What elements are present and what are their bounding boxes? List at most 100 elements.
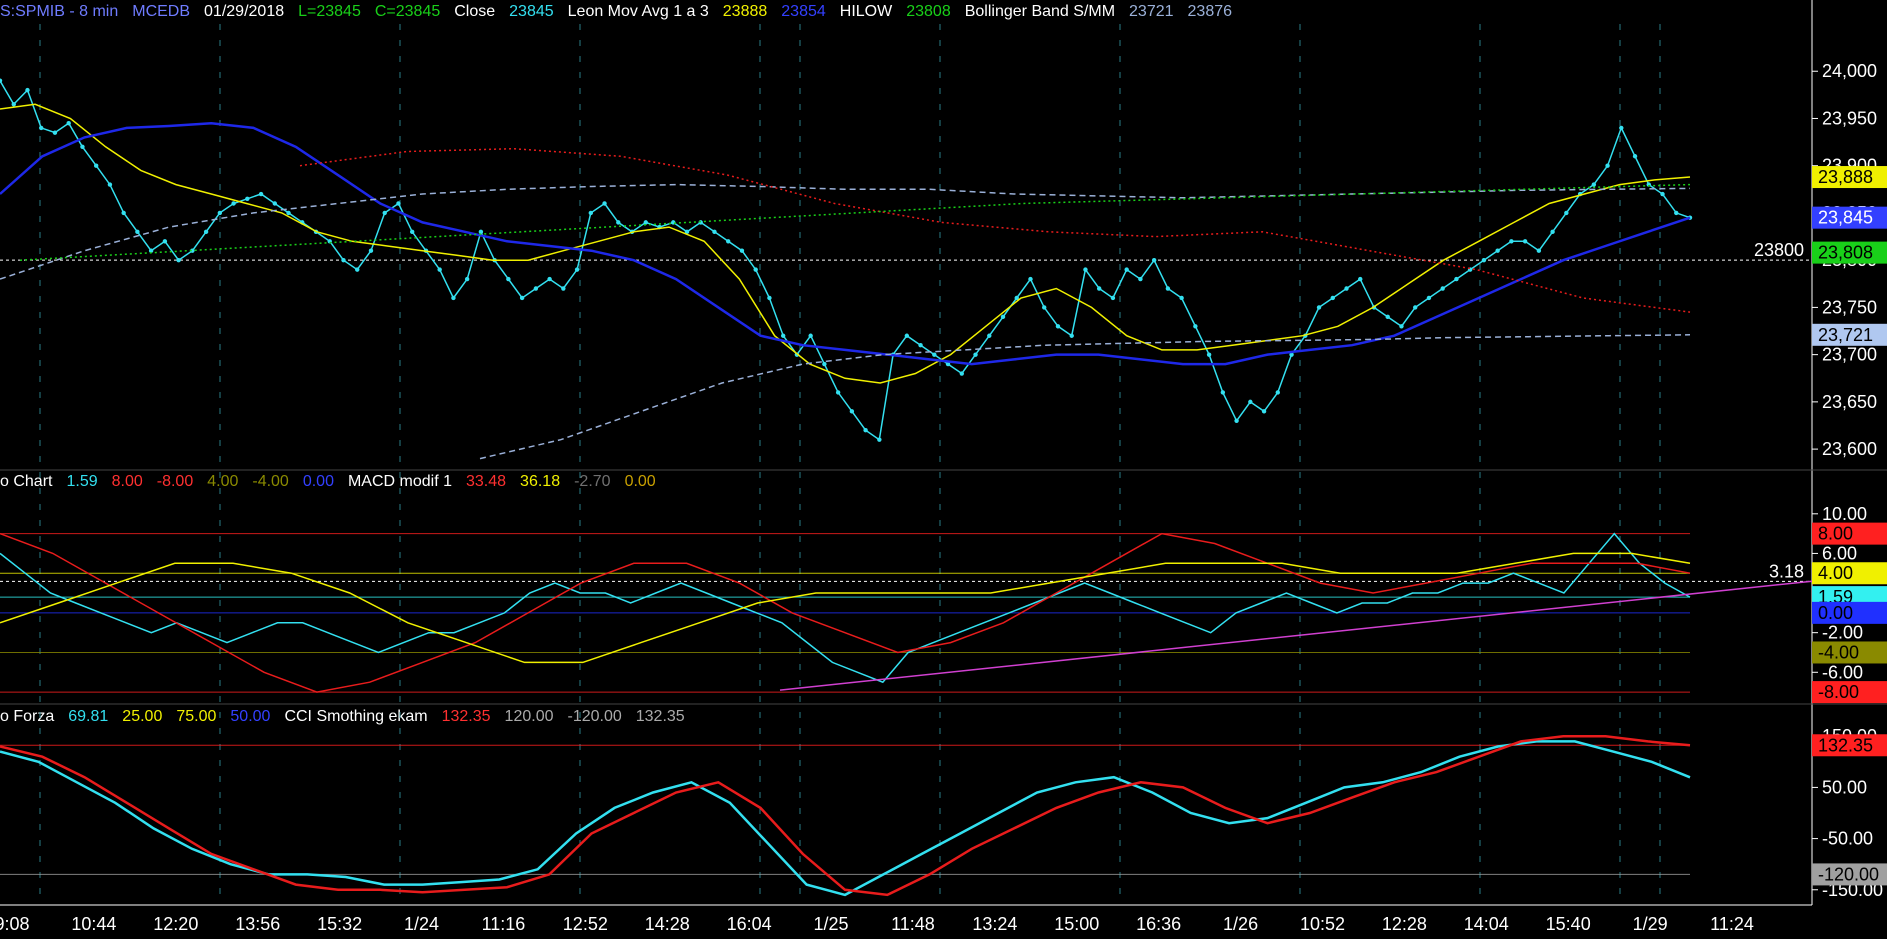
close-point: [973, 352, 978, 357]
close-point: [1124, 267, 1129, 272]
close-point: [767, 295, 772, 301]
close-point: [506, 276, 511, 282]
price-legend-item: L=23845: [298, 3, 361, 20]
price-legend-item: 01/29/2018: [204, 3, 285, 20]
close-point: [1564, 210, 1569, 216]
close-point: [80, 144, 85, 150]
series-hilow-green: [19, 183, 1691, 261]
close-point: [382, 210, 387, 216]
close-point: [1660, 191, 1665, 197]
close-point: [1206, 352, 1212, 357]
close-point: [148, 248, 154, 253]
value-badge-label: 8.00: [1818, 524, 1853, 544]
x-tick-label: 1/24: [404, 914, 439, 934]
close-point: [1344, 286, 1349, 291]
x-tick-label: 16:04: [727, 914, 772, 934]
close-point: [1632, 154, 1638, 159]
close-point: [52, 130, 58, 135]
close-point: [1330, 295, 1335, 301]
close-point: [0, 78, 3, 83]
close-point: [478, 229, 484, 235]
close-point: [176, 257, 181, 263]
value-badge-label: 132.35: [1818, 735, 1873, 755]
cci-legend-item: 132.35: [441, 708, 491, 725]
close-point: [519, 295, 525, 301]
close-point: [602, 201, 607, 206]
cci-legend-item: 120.00: [504, 708, 554, 725]
cci-legend-item: o Forza: [0, 708, 55, 725]
cci-pane-header: o Forza 69.81 25.00 75.00 50.00 CCI Smothing …: [0, 706, 699, 728]
close-point: [932, 352, 937, 357]
value-badge: [1812, 601, 1887, 624]
value-badge-label: -4.00: [1818, 642, 1859, 662]
close-point: [822, 361, 827, 367]
price-legend-item: 23845: [509, 3, 554, 20]
macd-legend-item: -4.00: [252, 473, 289, 490]
close-point: [1096, 286, 1102, 291]
series-signal-yellow: [0, 552, 1691, 664]
close-point: [437, 267, 442, 272]
y-tick-label: 23,600: [1822, 439, 1877, 459]
close-point: [1275, 390, 1281, 395]
close-point: [203, 229, 209, 235]
price-pane-header: S:SPMIB - 8 min MCEDB 01/29/2018 L=23845 C=2…: [0, 1, 1246, 23]
macd-legend-item: 1.59: [66, 473, 98, 490]
close-point: [368, 248, 374, 253]
close-point: [1220, 390, 1226, 395]
series-macd-red: [0, 532, 1691, 693]
y-tick-label: -6.00: [1822, 662, 1863, 682]
cci-legend-item: 69.81: [68, 708, 109, 725]
close-point: [1495, 248, 1500, 253]
series-ma-blue: [0, 121, 1691, 366]
close-point: [1522, 239, 1528, 244]
y-tick-label: 23,650: [1822, 392, 1877, 412]
close-point: [355, 267, 360, 272]
x-tick-label: 11:16: [482, 914, 526, 934]
price-legend-item: C=23845: [374, 3, 441, 20]
close-point: [561, 286, 566, 291]
price-legend-item: Leon Mov Avg 1 a 3: [567, 3, 709, 20]
price-legend-item: Bollinger Band S/MM: [964, 3, 1116, 20]
y-tick-label: 23,950: [1822, 108, 1877, 128]
cci-legend-item: -120.00: [567, 708, 622, 725]
x-tick-label: 15:32: [317, 914, 362, 934]
x-tick-label: 1/29: [1633, 914, 1668, 934]
close-point: [1358, 276, 1363, 282]
close-point: [1234, 418, 1239, 423]
close-point: [1591, 182, 1597, 187]
x-tick-label: 14:28: [645, 914, 690, 934]
close-point: [1165, 286, 1171, 291]
x-tick-label: 12:20: [153, 914, 198, 934]
series-bollinger-upper: [0, 183, 1691, 280]
close-point: [1289, 352, 1294, 357]
close-point: [286, 210, 291, 216]
x-tick-label: 1/25: [814, 914, 849, 934]
close-point: [780, 333, 786, 338]
close-point: [1193, 324, 1198, 329]
close-point: [1179, 295, 1184, 301]
x-tick-label: 11:24: [1710, 914, 1754, 934]
close-point: [162, 239, 168, 244]
value-badge: [1812, 562, 1887, 585]
price-legend-item: MCEDB: [132, 3, 191, 20]
close-point: [1055, 324, 1061, 329]
close-point: [1083, 267, 1088, 272]
cci-legend-item: CCI Smothing ekam: [284, 708, 428, 725]
close-point: [1028, 276, 1033, 282]
close-point: [245, 196, 250, 201]
macd-legend-item: 36.18: [520, 473, 561, 490]
close-point: [616, 220, 621, 225]
close-point: [671, 220, 676, 225]
close-point: [1481, 257, 1487, 263]
series-bollinger-lower: [479, 334, 1691, 460]
x-tick-label: 9:08: [0, 914, 30, 934]
close-point: [808, 333, 813, 338]
series-close: [0, 80, 1691, 441]
close-point: [1069, 333, 1074, 338]
price-legend-item: 23854: [781, 3, 826, 20]
reference-line-label: 3.18: [1769, 561, 1804, 581]
series-trend-magenta: [779, 580, 1813, 691]
close-point: [547, 276, 552, 282]
value-badge-label: 23,721: [1818, 325, 1873, 345]
